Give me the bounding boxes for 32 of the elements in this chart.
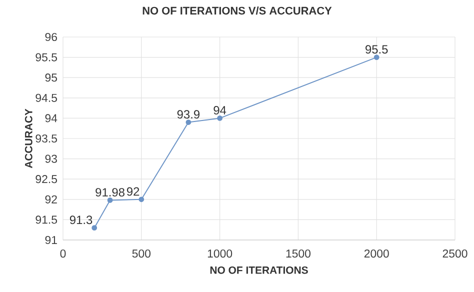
y-tick-label: 96 (45, 32, 57, 42)
point (92, 225, 98, 231)
x-tick-label: 1000 (208, 249, 232, 258)
y-tick-label: 93.5 (36, 134, 58, 143)
y-tick-label: 95 (45, 74, 58, 82)
point (374, 54, 380, 60)
chart-title: NO OF ITERATIONS V/S ACCURACY (142, 6, 332, 15)
data-label: 94 (214, 106, 226, 115)
point (217, 116, 222, 121)
data-label: 92 (126, 187, 140, 196)
x-tick-label: 2000 (364, 249, 389, 258)
x-tick-label: 0 (60, 249, 66, 258)
y-axis-title: ACCURACY (24, 108, 32, 168)
y-tick-label: 92.5 (36, 175, 58, 184)
x-tick-label: 500 (132, 249, 151, 258)
data-label: 91.98 (96, 188, 124, 197)
point (186, 120, 192, 125)
x-tick-label: 1500 (286, 249, 310, 258)
y-tick-label: 95.5 (36, 53, 58, 62)
y-tick-label: 92 (45, 195, 57, 204)
y-tick-label: 93 (45, 154, 57, 163)
y-tick-label: 94 (45, 114, 58, 122)
data-label: 93.9 (177, 110, 200, 119)
data-label: 91.3 (70, 216, 92, 224)
point (138, 196, 144, 202)
y-tick-label: 91 (45, 236, 57, 244)
x-axis-title: NO OF ITERATIONS (210, 266, 308, 274)
data-label: 95.5 (366, 45, 388, 54)
y-tick-label: 91.5 (36, 216, 58, 224)
x-tick-label: 2500 (442, 249, 468, 258)
y-tick-label: 94.5 (36, 94, 58, 102)
point (107, 198, 113, 203)
